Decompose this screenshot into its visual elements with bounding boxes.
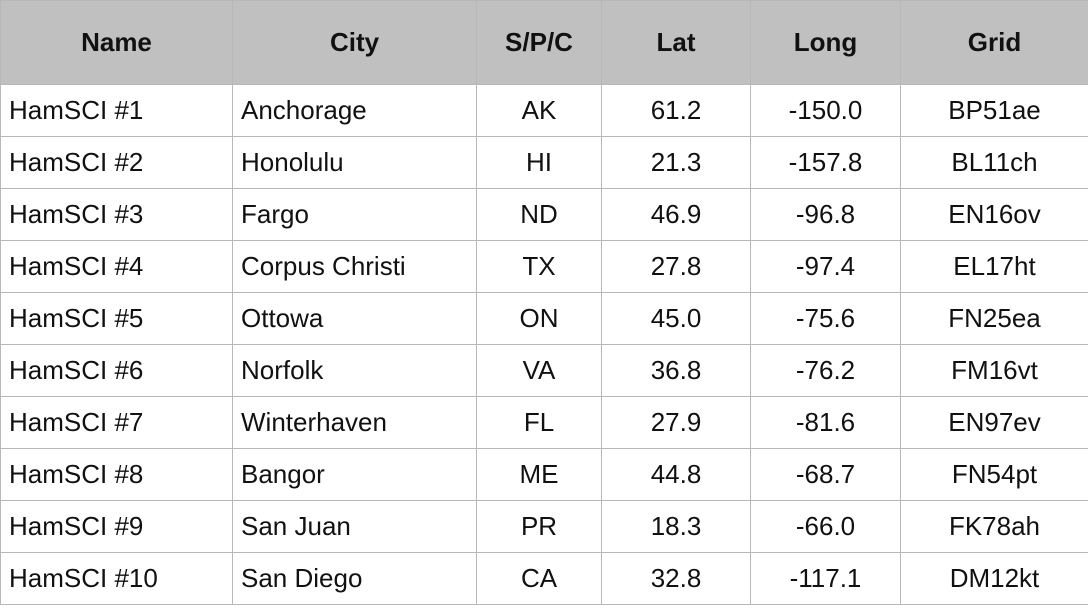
table-cell: -75.6 [750,292,901,345]
table-row: HamSCI #2 Honolulu HI 21.3 -157.8 BL11ch [0,136,1088,189]
table-cell: 27.8 [601,240,751,293]
table-body: HamSCI #1 Anchorage AK 61.2 -150.0 BP51ae HamS… [0,84,1088,605]
header-cell: City [232,0,477,85]
table-cell: 45.0 [601,292,751,345]
table-cell: -150.0 [750,84,901,137]
table-cell: ND [476,188,602,241]
table-cell: -117.1 [750,552,901,605]
table-cell: AK [476,84,602,137]
table-row: HamSCI #9 San Juan PR 18.3 -66.0 FK78ah [0,500,1088,553]
table-row: HamSCI #10 San Diego CA 32.8 -117.1 DM12kt [0,552,1088,605]
table-cell: Winterhaven [232,396,477,449]
table-cell: FM16vt [900,344,1088,397]
table-row: HamSCI #1 Anchorage AK 61.2 -150.0 BP51ae [0,84,1088,137]
table-cell: ME [476,448,602,501]
table-row: HamSCI #7 Winterhaven FL 27.9 -81.6 EN97ev [0,396,1088,449]
table-cell: -68.7 [750,448,901,501]
table-cell: -97.4 [750,240,901,293]
table-cell: 18.3 [601,500,751,553]
header-cell: Grid [900,0,1088,85]
table-cell: HamSCI #6 [0,344,233,397]
header-cell: Long [750,0,901,85]
table-cell: San Juan [232,500,477,553]
table-cell: DM12kt [900,552,1088,605]
table-cell: PR [476,500,602,553]
table-row: HamSCI #6 Norfolk VA 36.8 -76.2 FM16vt [0,344,1088,397]
table-cell: Anchorage [232,84,477,137]
table-cell: San Diego [232,552,477,605]
header-cell: Lat [601,0,751,85]
table-cell: HamSCI #10 [0,552,233,605]
table-cell: ON [476,292,602,345]
table-cell: HamSCI #4 [0,240,233,293]
table-cell: HI [476,136,602,189]
table-cell: -66.0 [750,500,901,553]
table-cell: -96.8 [750,188,901,241]
table-cell: EL17ht [900,240,1088,293]
header-row: Name City S/P/C Lat Long Grid [0,0,1088,85]
table-cell: HamSCI #1 [0,84,233,137]
table-row: HamSCI #3 Fargo ND 46.9 -96.8 EN16ov [0,188,1088,241]
table-cell: VA [476,344,602,397]
table-cell: EN97ev [900,396,1088,449]
table-cell: Fargo [232,188,477,241]
table-cell: FN54pt [900,448,1088,501]
table-cell: 44.8 [601,448,751,501]
table-cell: HamSCI #8 [0,448,233,501]
table-cell: BL11ch [900,136,1088,189]
table-cell: 27.9 [601,396,751,449]
table-row: HamSCI #4 Corpus Christi TX 27.8 -97.4 EL17ht [0,240,1088,293]
table-cell: Honolulu [232,136,477,189]
table-cell: FL [476,396,602,449]
table-cell: 46.9 [601,188,751,241]
table-cell: HamSCI #9 [0,500,233,553]
table-cell: -76.2 [750,344,901,397]
table-cell: FN25ea [900,292,1088,345]
table-cell: HamSCI #5 [0,292,233,345]
table-cell: 61.2 [601,84,751,137]
table-row: HamSCI #8 Bangor ME 44.8 -68.7 FN54pt [0,448,1088,501]
table-cell: 21.3 [601,136,751,189]
table-cell: CA [476,552,602,605]
table-cell: FK78ah [900,500,1088,553]
table-cell: BP51ae [900,84,1088,137]
table-cell: -81.6 [750,396,901,449]
table-cell: TX [476,240,602,293]
header-cell: S/P/C [476,0,602,85]
table-cell: Norfolk [232,344,477,397]
table-cell: HamSCI #7 [0,396,233,449]
table-row: HamSCI #5 Ottowa ON 45.0 -75.6 FN25ea [0,292,1088,345]
table-cell: -157.8 [750,136,901,189]
table-cell: Corpus Christi [232,240,477,293]
table-cell: EN16ov [900,188,1088,241]
table-cell: 36.8 [601,344,751,397]
header-cell: Name [0,0,233,85]
table-cell: HamSCI #3 [0,188,233,241]
table-cell: Bangor [232,448,477,501]
table-cell: 32.8 [601,552,751,605]
table-cell: HamSCI #2 [0,136,233,189]
table-cell: Ottowa [232,292,477,345]
